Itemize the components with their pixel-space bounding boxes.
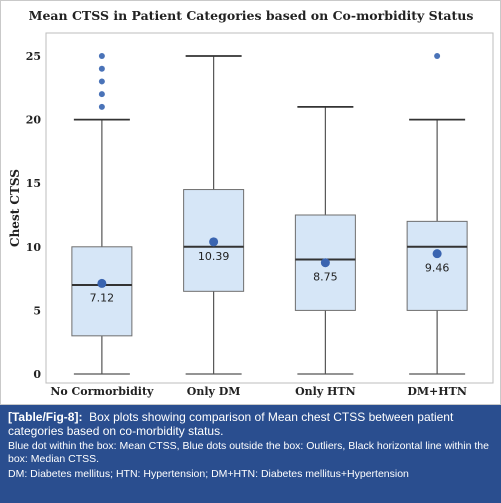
box-iqr bbox=[406, 220, 468, 311]
mean-label: 9.46 bbox=[425, 262, 450, 275]
box-series: 7.12 10.39 8.75 9.46 bbox=[71, 53, 468, 375]
box-iqr bbox=[71, 246, 133, 337]
y-tick-label: 10 bbox=[26, 241, 42, 254]
box-group: 8.75 bbox=[294, 105, 356, 375]
y-tick-label: 5 bbox=[33, 304, 41, 317]
mean-dot bbox=[209, 237, 219, 247]
caption-tag: [Table/Fig-8]: bbox=[8, 410, 83, 424]
y-tick-label: 25 bbox=[26, 50, 41, 63]
y-axis-label: Chest CTSS bbox=[8, 169, 22, 247]
mean-label: 8.75 bbox=[313, 271, 338, 284]
caption-abbreviations: DM: Diabetes mellitus; HTN: Hypertension… bbox=[8, 468, 409, 480]
category-label: DM+HTN bbox=[407, 385, 467, 398]
category-label: Only DM bbox=[187, 385, 241, 398]
y-tick-label: 20 bbox=[26, 114, 42, 127]
mean-label: 7.12 bbox=[90, 291, 115, 304]
mean-label: 10.39 bbox=[198, 250, 230, 263]
mean-dot bbox=[97, 278, 107, 288]
box-plot-chart: Mean CTSS in Patient Categories based on… bbox=[8, 8, 494, 398]
category-labels: No Cormorbidity Only DM Only HTN DM+HTN bbox=[50, 385, 467, 398]
mean-dot bbox=[432, 249, 442, 259]
box-group: 10.39 bbox=[183, 55, 245, 375]
y-axis-ticks: 0 5 10 15 20 25 bbox=[26, 50, 42, 381]
outlier-dot bbox=[98, 65, 105, 72]
category-label: No Cormorbidity bbox=[50, 385, 154, 398]
outlier-dot bbox=[98, 91, 105, 98]
outlier-dot bbox=[98, 78, 105, 85]
y-tick-label: 0 bbox=[33, 368, 41, 381]
caption-text: Box plots showing comparison of Mean che… bbox=[8, 410, 454, 438]
outlier-dot bbox=[98, 53, 105, 59]
y-tick-label: 15 bbox=[26, 177, 41, 190]
plot-frame: Mean CTSS in Patient Categories based on… bbox=[0, 0, 501, 405]
mean-dot bbox=[320, 258, 330, 268]
box-group: 9.46 bbox=[406, 53, 468, 375]
box-group: 7.12 bbox=[71, 53, 133, 375]
outlier-dot bbox=[434, 53, 441, 59]
category-label: Only HTN bbox=[295, 385, 356, 398]
plot-area bbox=[45, 32, 494, 384]
outlier-dot bbox=[98, 103, 105, 110]
caption-main: [Table/Fig-8]: Box plots showing compari… bbox=[8, 410, 493, 438]
chart-title: Mean CTSS in Patient Categories based on… bbox=[29, 8, 474, 23]
figure-caption: [Table/Fig-8]: Box plots showing compari… bbox=[0, 405, 501, 503]
caption-legend-note: Blue dot within the box: Mean CTSS, Blue… bbox=[8, 440, 489, 465]
